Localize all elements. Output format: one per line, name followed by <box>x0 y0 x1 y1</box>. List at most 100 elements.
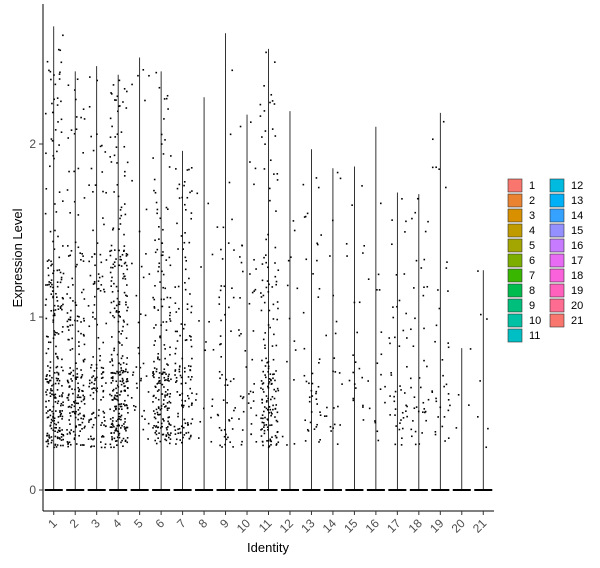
point-3-70 <box>97 336 100 339</box>
point-1-194 <box>53 422 56 425</box>
point-17-3 <box>398 428 401 431</box>
point-12-0 <box>286 360 288 363</box>
point-1-13 <box>60 412 63 415</box>
violin-group-20 <box>452 348 472 491</box>
point-2-48 <box>83 298 86 300</box>
point-4-215 <box>116 162 118 164</box>
point-11-64 <box>277 269 280 272</box>
point-4-192 <box>116 384 119 387</box>
point-11-159 <box>270 414 272 417</box>
point-6-89 <box>155 430 158 432</box>
point-1-201 <box>56 371 58 374</box>
point-6-80 <box>160 324 162 326</box>
point-2-137 <box>70 406 73 409</box>
point-8-16 <box>196 192 199 195</box>
x-tick-label-5: 5 <box>131 516 146 531</box>
point-2-159 <box>74 241 77 244</box>
point-4-214 <box>112 424 114 426</box>
point-2-158 <box>67 325 69 328</box>
point-7-53 <box>190 339 192 341</box>
point-2-111 <box>74 319 76 322</box>
point-4-280 <box>119 223 122 225</box>
point-4-177 <box>117 371 120 374</box>
point-7-66 <box>190 404 193 406</box>
point-13-10 <box>316 242 318 245</box>
point-1-205 <box>57 48 60 51</box>
point-11-106 <box>267 382 270 385</box>
point-1-28 <box>44 112 47 115</box>
point-21-0 <box>479 313 482 316</box>
point-5-5 <box>145 208 148 211</box>
point-2-131 <box>82 333 85 336</box>
point-1-98 <box>56 431 59 434</box>
point-15-0 <box>362 419 365 421</box>
x-tick-label-7: 7 <box>174 516 189 531</box>
point-1-133 <box>48 69 50 72</box>
point-6-75 <box>152 296 154 299</box>
point-5-22 <box>133 409 136 411</box>
point-6-175 <box>161 425 163 428</box>
point-1-77 <box>56 296 58 299</box>
point-2-130 <box>75 443 78 445</box>
point-3-89 <box>88 421 90 423</box>
point-4-150 <box>119 105 121 107</box>
point-13-33 <box>304 215 307 218</box>
point-6-100 <box>156 208 159 211</box>
point-6-7 <box>165 97 168 100</box>
point-1-241 <box>55 426 57 429</box>
point-5-35 <box>133 404 135 407</box>
point-3-36 <box>97 287 100 290</box>
point-3-61 <box>101 421 103 424</box>
point-4-196 <box>124 428 127 430</box>
point-6-145 <box>169 353 171 356</box>
legend-swatch-5 <box>507 238 523 253</box>
point-2-170 <box>79 444 82 446</box>
point-17-1 <box>394 443 397 446</box>
point-6-9 <box>162 153 165 155</box>
point-7-100 <box>176 391 179 393</box>
point-3-121 <box>88 184 90 186</box>
point-1-231 <box>60 305 63 307</box>
point-2-47 <box>73 410 75 413</box>
point-2-174 <box>83 358 86 361</box>
point-7-62 <box>182 327 185 330</box>
legend-swatch-1 <box>507 178 523 193</box>
y-tick-label-1: 1 <box>29 310 36 324</box>
point-1-141 <box>54 435 57 438</box>
point-3-90 <box>88 105 91 108</box>
point-9-22 <box>225 438 228 441</box>
point-9-20 <box>222 226 225 229</box>
point-17-5 <box>406 337 408 339</box>
legend-item-1: 1 <box>507 178 535 193</box>
point-4-223 <box>115 258 117 260</box>
point-2-138 <box>77 246 80 249</box>
point-17-20 <box>399 385 401 387</box>
point-7-107 <box>184 256 187 259</box>
x-tick-label-21: 21 <box>470 516 490 536</box>
point-9-43 <box>222 399 225 401</box>
point-3-129 <box>89 418 92 421</box>
legend-item-16: 16 <box>549 238 583 253</box>
point-11-22 <box>261 279 264 282</box>
point-9-42 <box>219 343 221 346</box>
point-18-15 <box>423 408 426 410</box>
point-3-62 <box>92 438 94 441</box>
point-4-94 <box>111 364 114 367</box>
point-3-23 <box>100 373 103 375</box>
point-4-260 <box>109 136 112 139</box>
point-11-91 <box>275 436 278 439</box>
point-1-121 <box>49 425 52 427</box>
point-4-104 <box>112 266 114 269</box>
point-2-118 <box>68 405 71 408</box>
point-4-5 <box>115 405 117 408</box>
point-4-288 <box>114 394 116 397</box>
point-2-20 <box>82 108 85 111</box>
point-11-47 <box>267 324 270 326</box>
point-3-21 <box>102 396 105 398</box>
point-4-60 <box>109 254 112 257</box>
point-1-181 <box>55 377 58 380</box>
point-11-112 <box>263 256 265 259</box>
point-17-33 <box>391 243 393 246</box>
point-6-158 <box>155 426 157 428</box>
point-10-40 <box>248 393 250 395</box>
